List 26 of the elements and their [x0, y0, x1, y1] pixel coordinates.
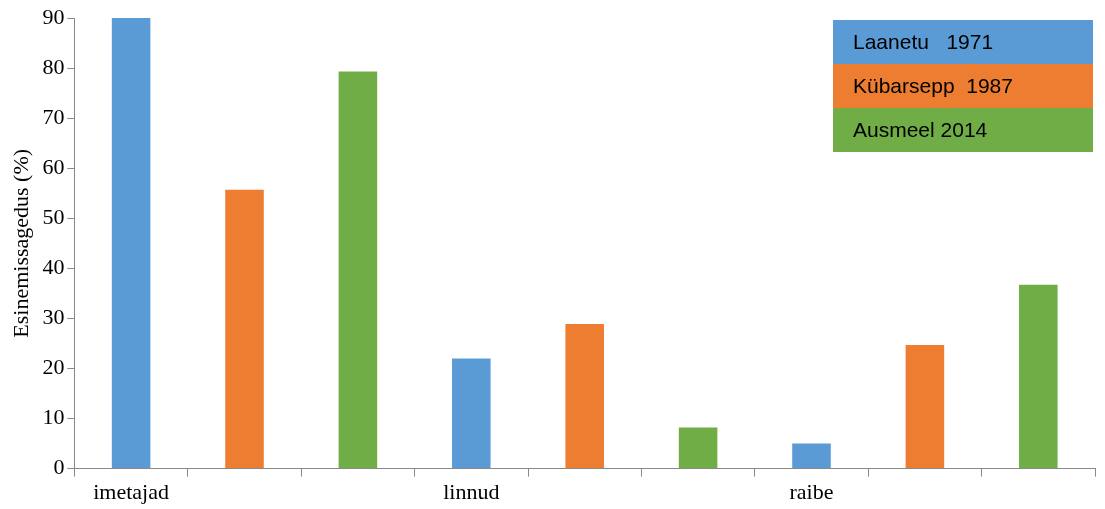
bar	[225, 189, 264, 469]
y-axis-title: Esinemissagedus (%)	[7, 148, 33, 338]
bar	[111, 18, 151, 469]
bar	[905, 344, 945, 469]
y-tick-label: 20	[42, 354, 65, 380]
text: Ausmeel 2014	[833, 108, 1093, 152]
x-tick-label: linnud	[443, 478, 500, 504]
y-tick-label: 0	[53, 454, 65, 480]
y-tick-label: 60	[42, 153, 65, 179]
y-tick-label: 80	[42, 53, 65, 79]
y-tick-label: 30	[42, 304, 65, 330]
x-tick-label: raibe	[789, 478, 834, 504]
y-tick-label: 90	[42, 3, 65, 29]
bar	[678, 427, 718, 469]
x-tick-label: imetajad	[93, 478, 169, 504]
bar	[565, 323, 604, 469]
bar	[338, 71, 378, 469]
bar	[452, 358, 491, 469]
text: Laanetu 1971	[833, 20, 1093, 64]
y-tick-label: 10	[42, 404, 65, 430]
y-tick-label: 40	[42, 254, 65, 280]
text: Kübarsepp 1987	[833, 64, 1093, 108]
bar	[1019, 284, 1058, 469]
bar	[792, 443, 831, 469]
y-tick-label: 70	[42, 103, 65, 129]
y-tick-label: 50	[42, 204, 65, 230]
